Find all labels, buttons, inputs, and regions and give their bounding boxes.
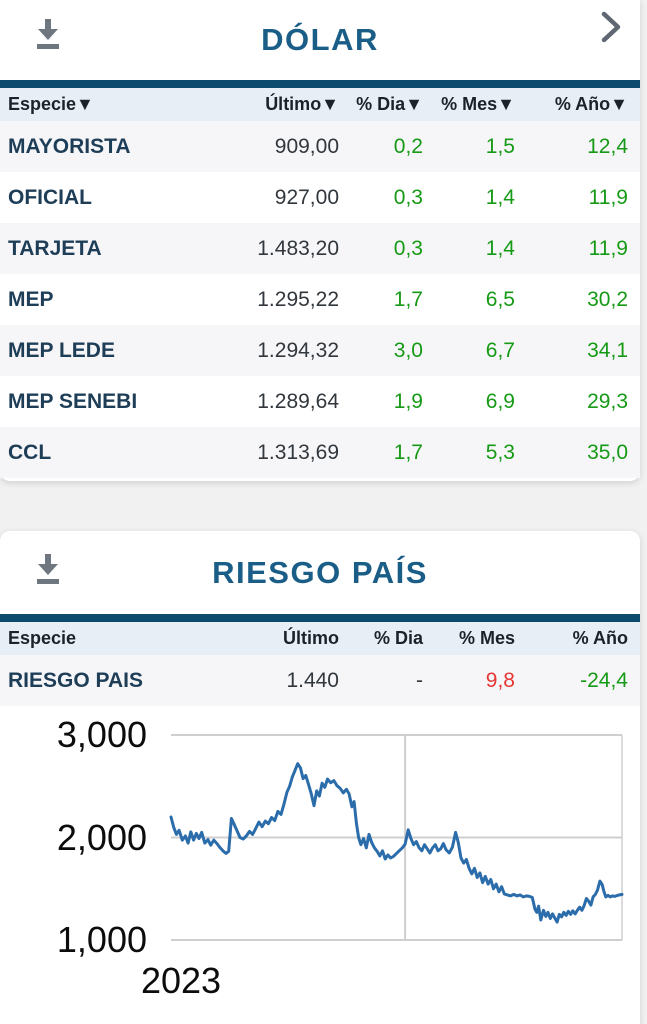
- cell-ultimo: 1.313,69: [257, 440, 339, 464]
- cell-especie: MEP: [8, 287, 54, 311]
- riesgo-title: RIESGO PAÍS: [212, 554, 428, 590]
- cell-ano: -24,4: [580, 668, 628, 692]
- cell-dia: 0,3: [393, 185, 423, 209]
- dolar-card-header: DÓLAR: [0, 0, 640, 80]
- dolar-title: DÓLAR: [261, 22, 379, 57]
- x-axis-label: 2023: [140, 960, 222, 1001]
- header-mes[interactable]: % Mes: [458, 628, 515, 648]
- riesgo-table-body: RIESGO PAIS 1.440 - 9,8 -24,4: [0, 655, 640, 706]
- cell-ano: 11,9: [588, 185, 628, 209]
- cell-ultimo: 1.295,22: [257, 287, 339, 311]
- dolar-table-header-row: Especie▼ Último▼ % Dia▼ % Mes▼ % Año▼: [0, 88, 640, 121]
- header-ultimo[interactable]: Último: [283, 628, 339, 648]
- table-row-oficial[interactable]: OFICIAL 927,00 0,3 1,4 11,9: [0, 172, 640, 223]
- riesgo-table-top-bar: [0, 614, 640, 622]
- cell-dia: 1,7: [393, 287, 423, 311]
- cell-mes: 1,5: [485, 134, 515, 158]
- cell-ano: 34,1: [587, 338, 628, 362]
- table-row-ccl[interactable]: CCL 1.313,69 1,7 5,3 35,0: [0, 427, 640, 478]
- y-axis-label: 2,000: [56, 816, 147, 858]
- cell-mes: 1,4: [485, 236, 515, 260]
- cell-ultimo: 927,00: [274, 185, 339, 209]
- download-icon: [28, 554, 68, 592]
- header-especie[interactable]: Especie▼: [8, 94, 94, 114]
- dolar-table-body: MAYORISTA 909,00 0,2 1,5 12,4 OFICIAL 927,00 0,…: [0, 121, 640, 478]
- dolar-table-top-bar: [0, 80, 640, 88]
- table-row-mep-lede[interactable]: MEP LEDE 1.294,32 3,0 6,7 34,1: [0, 325, 640, 376]
- table-row-tarjeta[interactable]: TARJETA 1.483,20 0,3 1,4 11,9: [0, 223, 640, 274]
- cell-ano: 29,3: [587, 389, 628, 413]
- cell-dia: 1,7: [393, 440, 423, 464]
- header-ultimo[interactable]: Último▼: [265, 94, 339, 114]
- cell-mes: 6,5: [485, 287, 515, 311]
- cell-dia: 0,2: [393, 134, 423, 158]
- cell-especie: MAYORISTA: [8, 134, 131, 158]
- cell-mes: 1,4: [485, 185, 515, 209]
- cell-dia: 0,3: [393, 236, 423, 260]
- header-dia[interactable]: % Dia: [373, 628, 423, 648]
- cell-ultimo: 1.483,20: [257, 236, 339, 260]
- expand-dolar-button[interactable]: [594, 8, 628, 48]
- cell-dia: 1,9: [393, 389, 423, 413]
- cell-especie: MEP SENEBI: [8, 389, 138, 413]
- cell-ano: 11,9: [588, 236, 628, 260]
- y-axis-label: 1,000: [56, 919, 147, 960]
- cell-mes: 6,7: [485, 338, 515, 362]
- cell-ultimo: 1.289,64: [257, 389, 339, 413]
- download-button[interactable]: [28, 551, 68, 589]
- riesgo-table-header-row: Especie Último % Dia % Mes % Año: [0, 622, 640, 655]
- cell-ultimo: 909,00: [274, 134, 339, 158]
- riesgo-card: RIESGO PAÍS Especie Último % Dia % Mes % Año…: [0, 531, 640, 1024]
- cell-especie: RIESGO PAIS: [8, 668, 143, 692]
- cell-ultimo: 1.440: [286, 668, 339, 692]
- dolar-card: DÓLAR Especie▼ Último▼% Dia▼% Mes▼% Año▼ …: [0, 0, 640, 481]
- table-row-mep-senebi[interactable]: MEP SENEBI 1.289,64 1,9 6,9 29,3: [0, 376, 640, 427]
- table-row-mep[interactable]: MEP 1.295,22 1,7 6,5 30,2: [0, 274, 640, 325]
- cell-especie: TARJETA: [8, 236, 102, 260]
- table-row-mayorista[interactable]: MAYORISTA 909,00 0,2 1,5 12,4: [0, 121, 640, 172]
- header-mes[interactable]: % Mes▼: [441, 94, 515, 114]
- header-ano[interactable]: % Año▼: [554, 94, 628, 114]
- riesgo-card-header: RIESGO PAÍS: [0, 531, 640, 614]
- download-button[interactable]: [28, 16, 68, 54]
- cell-dia: -: [416, 668, 423, 692]
- cell-ano: 12,4: [587, 134, 628, 158]
- cell-mes: 9,8: [485, 668, 515, 692]
- header-especie[interactable]: Especie: [8, 628, 77, 648]
- y-axis-label: 3,000: [56, 714, 147, 755]
- cell-ano: 35,0: [587, 440, 628, 464]
- cell-ultimo: 1.294,32: [257, 338, 339, 362]
- chevron-right-icon: [594, 11, 628, 51]
- cell-ano: 30,2: [587, 287, 628, 311]
- header-ano[interactable]: % Año: [572, 628, 628, 648]
- table-row-riesgo-pais[interactable]: RIESGO PAIS 1.440 - 9,8 -24,4: [0, 655, 640, 706]
- header-dia[interactable]: % Dia▼: [356, 94, 423, 114]
- cell-dia: 3,0: [393, 338, 423, 362]
- cell-especie: OFICIAL: [8, 185, 92, 209]
- download-icon: [28, 19, 68, 57]
- cell-especie: MEP LEDE: [8, 338, 115, 362]
- cell-mes: 6,9: [485, 389, 515, 413]
- riesgo-pais-line-series: [169, 762, 624, 924]
- cell-especie: CCL: [8, 440, 52, 464]
- cell-mes: 5,3: [485, 440, 515, 464]
